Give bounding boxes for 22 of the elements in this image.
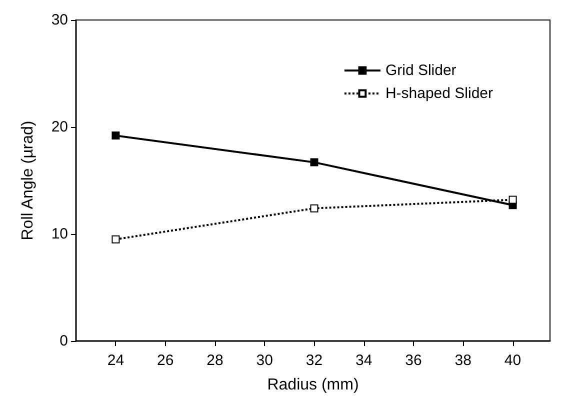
point [112, 132, 120, 140]
point [310, 158, 318, 166]
x-tick-label: 28 [206, 352, 224, 369]
x-tick-label: 40 [504, 352, 522, 369]
y-tick-label: 20 [51, 118, 68, 136]
point [310, 204, 318, 212]
legend-label: H-shaped Slider [385, 85, 494, 102]
x-axis-title: Radius (mm) [267, 376, 359, 394]
legend-label: Grid Slider [385, 62, 456, 79]
x-tick-label: 36 [405, 352, 422, 369]
x-tick-label: 30 [256, 352, 273, 369]
x-tick-label: 32 [306, 352, 323, 369]
y-axis-title: Roll Angle (µrad) [20, 120, 36, 240]
point [508, 196, 517, 204]
x-tick-label: 26 [156, 352, 174, 369]
y-tick-label: 30 [51, 12, 68, 28]
x-tick-label: 38 [454, 352, 472, 369]
x-tick-label: 34 [356, 352, 372, 369]
x-tick-label: 24 [107, 352, 124, 369]
point [112, 235, 120, 244]
y-tick-label: 0 [60, 332, 68, 350]
y-tick-label: 10 [51, 226, 68, 242]
